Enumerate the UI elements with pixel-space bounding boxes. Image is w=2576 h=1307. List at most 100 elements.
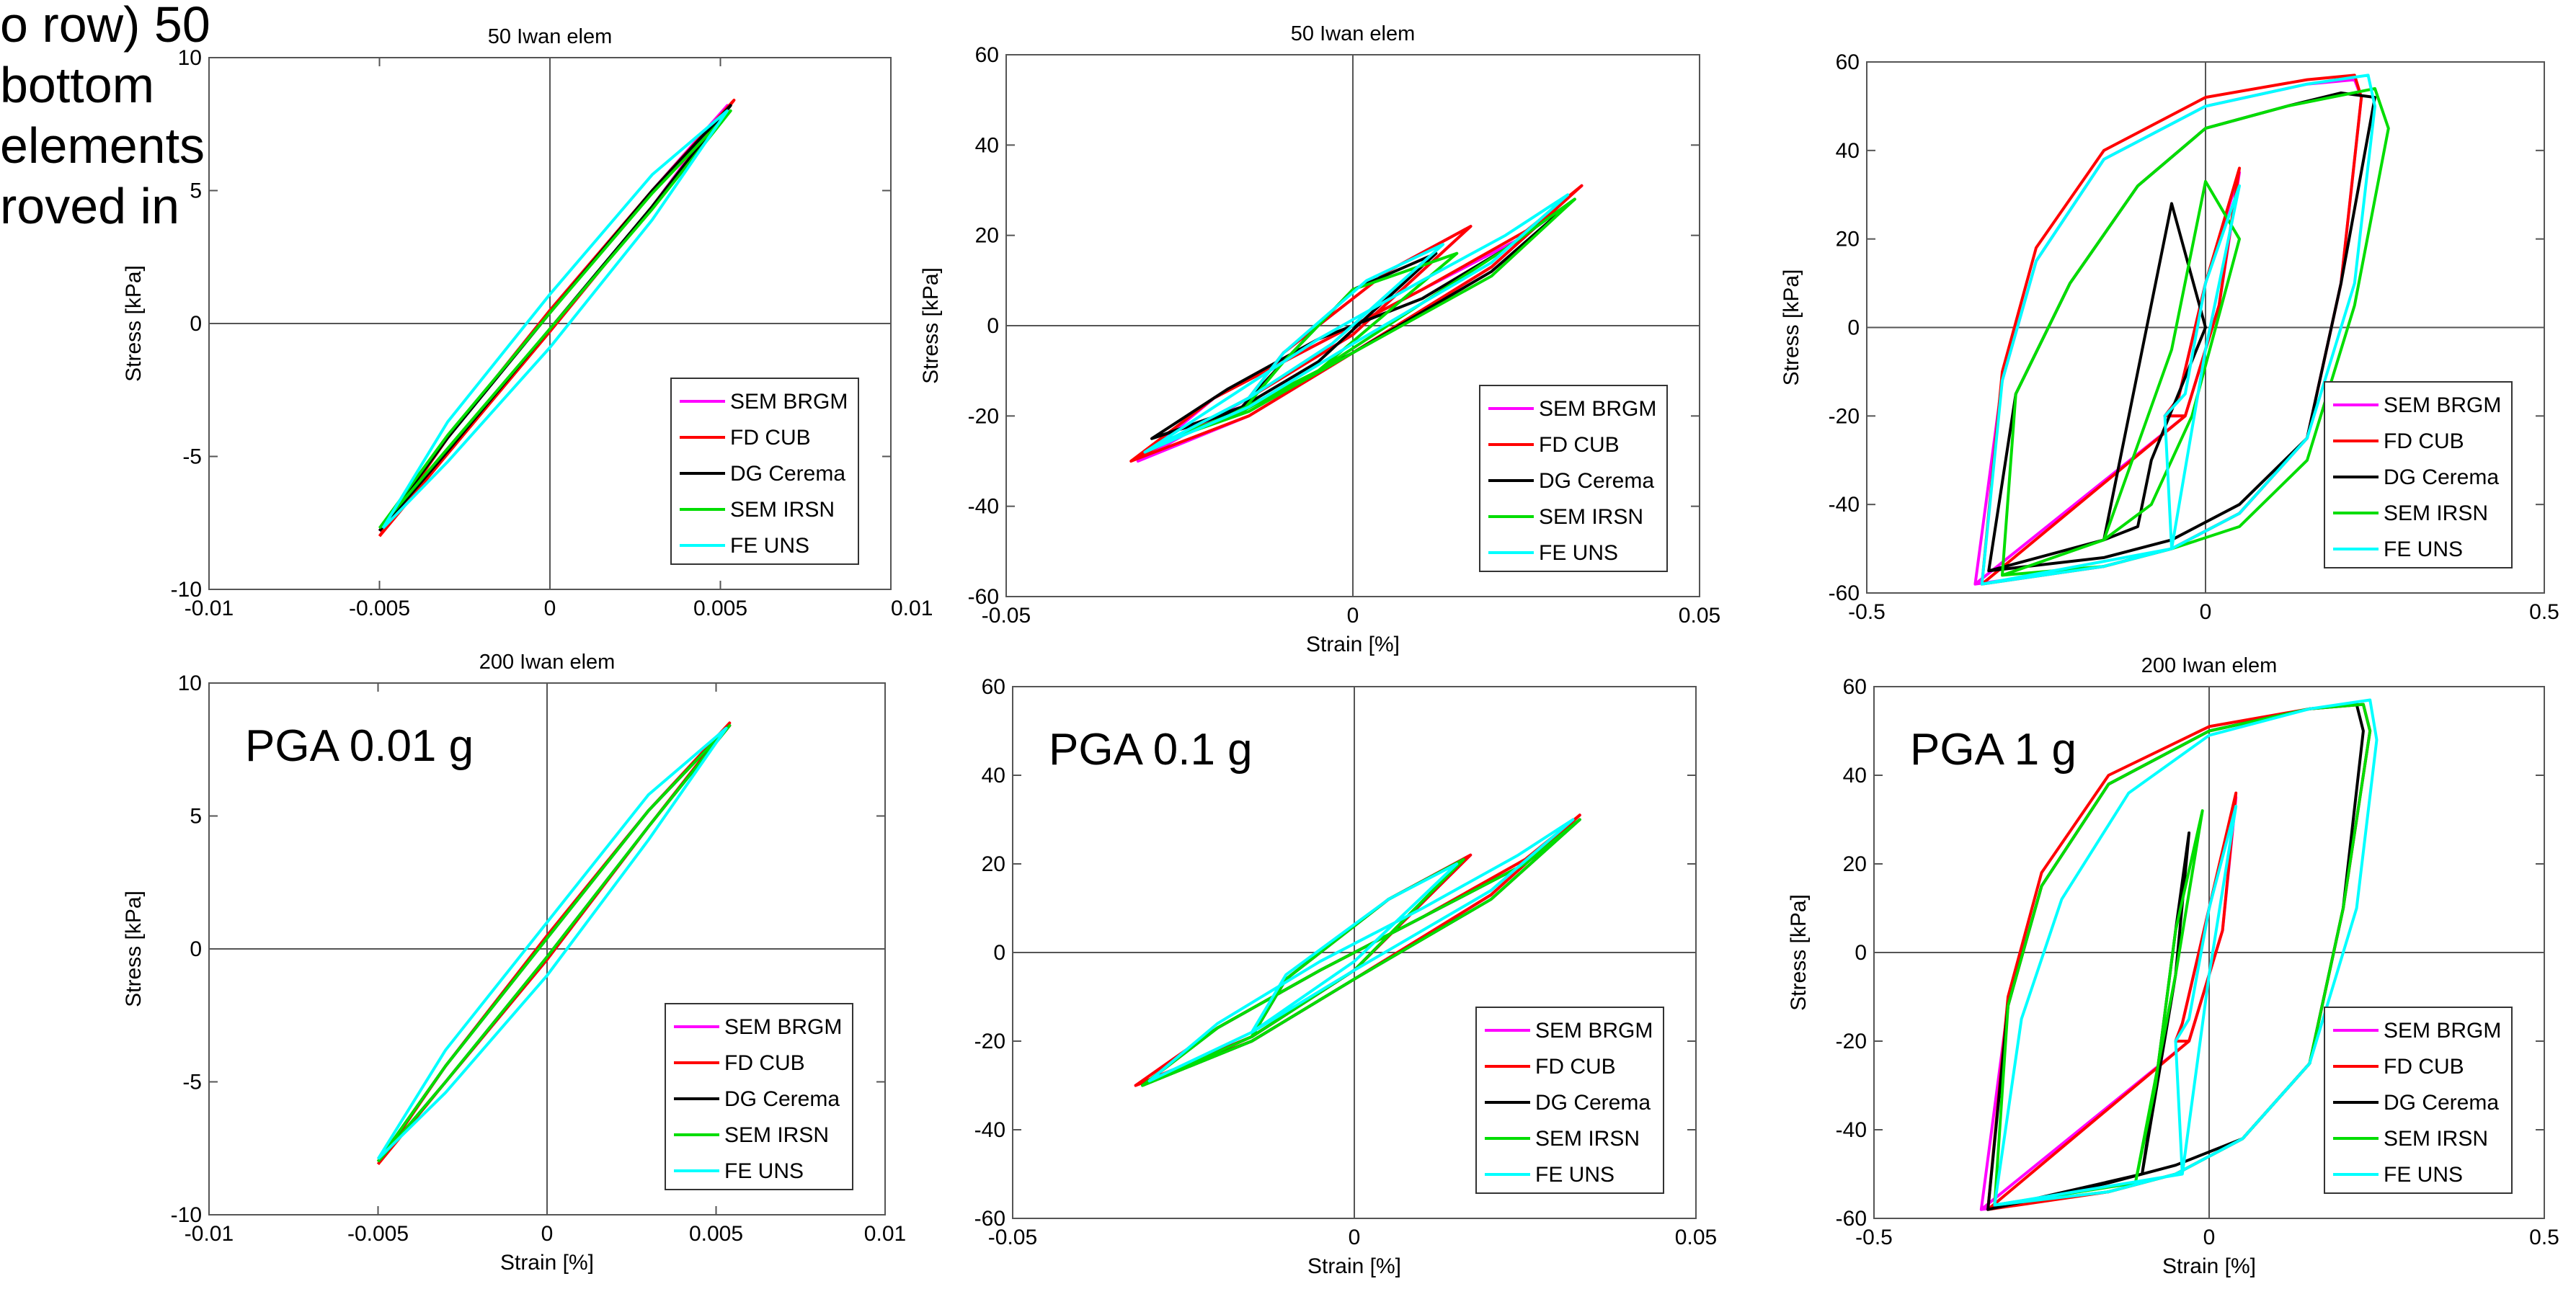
x-tick-label: 0.5	[2529, 600, 2559, 624]
legend-entry: SEM BRGM	[2384, 1019, 2501, 1043]
series-line	[378, 109, 732, 530]
y-tick-label: -60	[1836, 1207, 1867, 1231]
plot-title: 50 Iwan elem	[1291, 22, 1416, 45]
legend-entry: DG Cerema	[724, 1087, 840, 1111]
series-line	[1129, 184, 1584, 463]
y-tick-label: -20	[1829, 404, 1860, 428]
pga-annotation: PGA 0.01 g	[245, 721, 474, 771]
series-line	[1993, 698, 2379, 1207]
legend-entry: FE UNS	[724, 1159, 804, 1183]
pga-annotation: PGA 0.1 g	[1049, 725, 1253, 775]
y-axis-label: Stress [kPa]	[122, 265, 146, 382]
y-tick-label: 5	[190, 179, 202, 203]
x-tick-label: 0.05	[1679, 604, 1720, 628]
series-line	[381, 109, 729, 530]
x-tick-label: 0.5	[2529, 1226, 2559, 1249]
legend-entry: FD CUB	[1539, 433, 1620, 457]
legend-entry: DG Cerema	[2384, 465, 2499, 489]
legend-entry: SEM IRSN	[724, 1123, 829, 1147]
legend-entry: SEM IRSN	[2384, 501, 2488, 525]
y-tick-label: -40	[968, 495, 999, 519]
plot-panel: -0.5 0 0.5 -60 -40 -20 0 20 40 60 200 Iwan elem PGA…	[1787, 654, 2559, 1278]
y-tick-label: -60	[1829, 581, 1860, 605]
x-axis-label: Strain [%]	[1307, 1254, 1401, 1278]
caption-line: o row) 50	[0, 0, 210, 53]
x-tick-label: 0.005	[689, 1222, 743, 1246]
plot-panel: -0.01 -0.005 0 0.005 0.01 -10 -5 0 5 10 50 Iwan el…	[122, 25, 933, 620]
y-tick-label: 20	[975, 224, 999, 248]
x-tick-label: 0	[541, 1222, 554, 1246]
series-line	[1147, 818, 1575, 1083]
legend-entry: FE UNS	[730, 534, 809, 558]
legend-entry: FD CUB	[1535, 1055, 1616, 1079]
x-tick-label: 0	[2203, 1226, 2216, 1249]
series-line	[376, 726, 728, 1160]
x-tick-label: -0.05	[982, 604, 1031, 628]
legend-entry: DG Cerema	[730, 462, 845, 486]
y-tick-label: 40	[982, 764, 1005, 788]
legend-entry: FE UNS	[1535, 1163, 1615, 1187]
x-axis-label: Strain [%]	[1306, 633, 1400, 656]
legend-entry: DG Cerema	[2384, 1091, 2499, 1115]
caption-fragment: o row) 50 bottom elements. roved in	[0, 0, 218, 236]
y-tick-label: 60	[975, 43, 999, 67]
x-axis-label: Strain [%]	[2162, 1254, 2256, 1278]
y-tick-label: 60	[1836, 50, 1860, 74]
legend-entry: SEM IRSN	[1539, 505, 1643, 529]
legend-box	[1479, 385, 1668, 572]
y-tick-label: 10	[178, 46, 202, 70]
series-line	[376, 724, 732, 1163]
series-line	[1157, 197, 1576, 445]
plot-title: 50 Iwan elem	[488, 25, 613, 48]
plot-title: 200 Iwan elem	[479, 651, 616, 674]
y-tick-label: -10	[171, 578, 202, 602]
legend-entry: SEM BRGM	[1535, 1019, 1653, 1043]
legend-box	[670, 378, 859, 565]
y-tick-label: -10	[171, 1203, 202, 1227]
x-tick-label: -0.005	[349, 597, 410, 620]
y-tick-label: -20	[1836, 1030, 1867, 1053]
x-tick-label: -0.005	[347, 1222, 409, 1246]
y-tick-label: 60	[982, 675, 1005, 699]
legend-entry: DG Cerema	[1539, 469, 1654, 493]
legend-entry: FD CUB	[724, 1051, 805, 1075]
legend-box	[2324, 381, 2513, 568]
x-tick-label: 0.005	[693, 597, 747, 620]
x-tick-label: -0.5	[1848, 600, 1886, 624]
y-tick-label: 0	[190, 937, 202, 961]
x-tick-label: -0.01	[185, 597, 234, 620]
x-tick-label: 0	[1349, 1226, 1361, 1249]
pga-annotation: PGA 1 g	[1910, 725, 2077, 775]
y-tick-label: 10	[178, 672, 202, 695]
legend-entry: FE UNS	[2384, 1163, 2463, 1187]
y-tick-label: 0	[1847, 316, 1860, 340]
caption-line: bottom	[0, 57, 154, 113]
legend-entry: SEM IRSN	[730, 498, 835, 522]
y-tick-label: 0	[190, 312, 202, 336]
y-tick-label: 40	[975, 133, 999, 157]
y-axis-label: Stress [kPa]	[1780, 269, 1803, 386]
legend-entry: SEM BRGM	[724, 1015, 842, 1039]
y-tick-label: -40	[1836, 1118, 1867, 1142]
y-tick-label: -5	[182, 445, 202, 469]
legend-entry: SEM BRGM	[730, 390, 848, 414]
legend-entry: SEM BRGM	[2384, 393, 2501, 417]
y-tick-label: 20	[982, 852, 1005, 876]
legend-box	[665, 1003, 853, 1190]
x-axis-label: Strain [%]	[500, 1251, 594, 1275]
y-tick-label: -20	[968, 404, 999, 428]
x-tick-label: 0.05	[1675, 1226, 1717, 1249]
legend-entry: FD CUB	[2384, 429, 2464, 453]
y-tick-label: 40	[1836, 139, 1860, 163]
legend-entry: SEM BRGM	[1539, 397, 1656, 421]
plot-panel: -0.05 0 0.05 -60 -40 -20 0 20 40 60 PGA 0.1 g Strai…	[974, 675, 1718, 1278]
y-axis-label: Stress [kPa]	[1787, 894, 1811, 1011]
x-tick-label: 0.01	[864, 1222, 906, 1246]
x-tick-label: -0.05	[988, 1226, 1037, 1249]
x-tick-label: 0	[2200, 600, 2212, 624]
x-tick-label: -0.01	[185, 1222, 234, 1246]
x-tick-label: 0	[544, 597, 556, 620]
legend-entry: FD CUB	[2384, 1055, 2464, 1079]
plot-title: 200 Iwan elem	[2141, 654, 2278, 677]
